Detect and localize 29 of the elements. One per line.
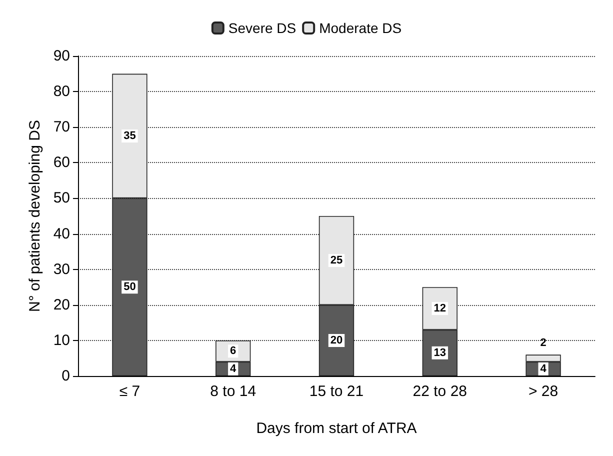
y-tick-label: 10 [53, 332, 70, 349]
x-tick-label: > 28 [528, 383, 558, 400]
legend-label: Moderate DS [319, 20, 402, 36]
data-label: 12 [434, 302, 446, 314]
data-label: 4 [230, 362, 238, 375]
x-tick-label: 8 to 14 [210, 383, 256, 400]
data-label: 13 [434, 346, 446, 359]
y-tick-label: 90 [53, 48, 70, 64]
data-label: 50 [124, 281, 136, 294]
legend-label: Severe DS [228, 20, 296, 36]
x-tick-label: ≤ 7 [119, 383, 140, 400]
data-label: 25 [330, 254, 343, 266]
data-label: 20 [330, 334, 343, 346]
data-label: 6 [230, 345, 236, 358]
data-label: 2 [540, 337, 546, 350]
y-tick-label: 30 [53, 260, 70, 278]
y-tick-label: 20 [53, 296, 70, 314]
y-tick-label: 70 [53, 118, 70, 136]
y-tick-label: 50 [53, 190, 70, 207]
data-label: 4 [540, 362, 548, 375]
y-tick-label: 80 [53, 83, 70, 100]
y-axis-title: N° of patients developing DS [26, 120, 44, 312]
x-tick-label: 15 to 21 [309, 383, 364, 400]
x-axis-title: Days from start of ATRA [256, 420, 417, 437]
y-tick-label: 0 [62, 368, 70, 384]
y-tick-label: 60 [53, 154, 70, 172]
data-label: 35 [124, 130, 136, 142]
x-tick-label: 22 to 28 [412, 383, 468, 400]
y-tick-label: 40 [53, 225, 70, 242]
